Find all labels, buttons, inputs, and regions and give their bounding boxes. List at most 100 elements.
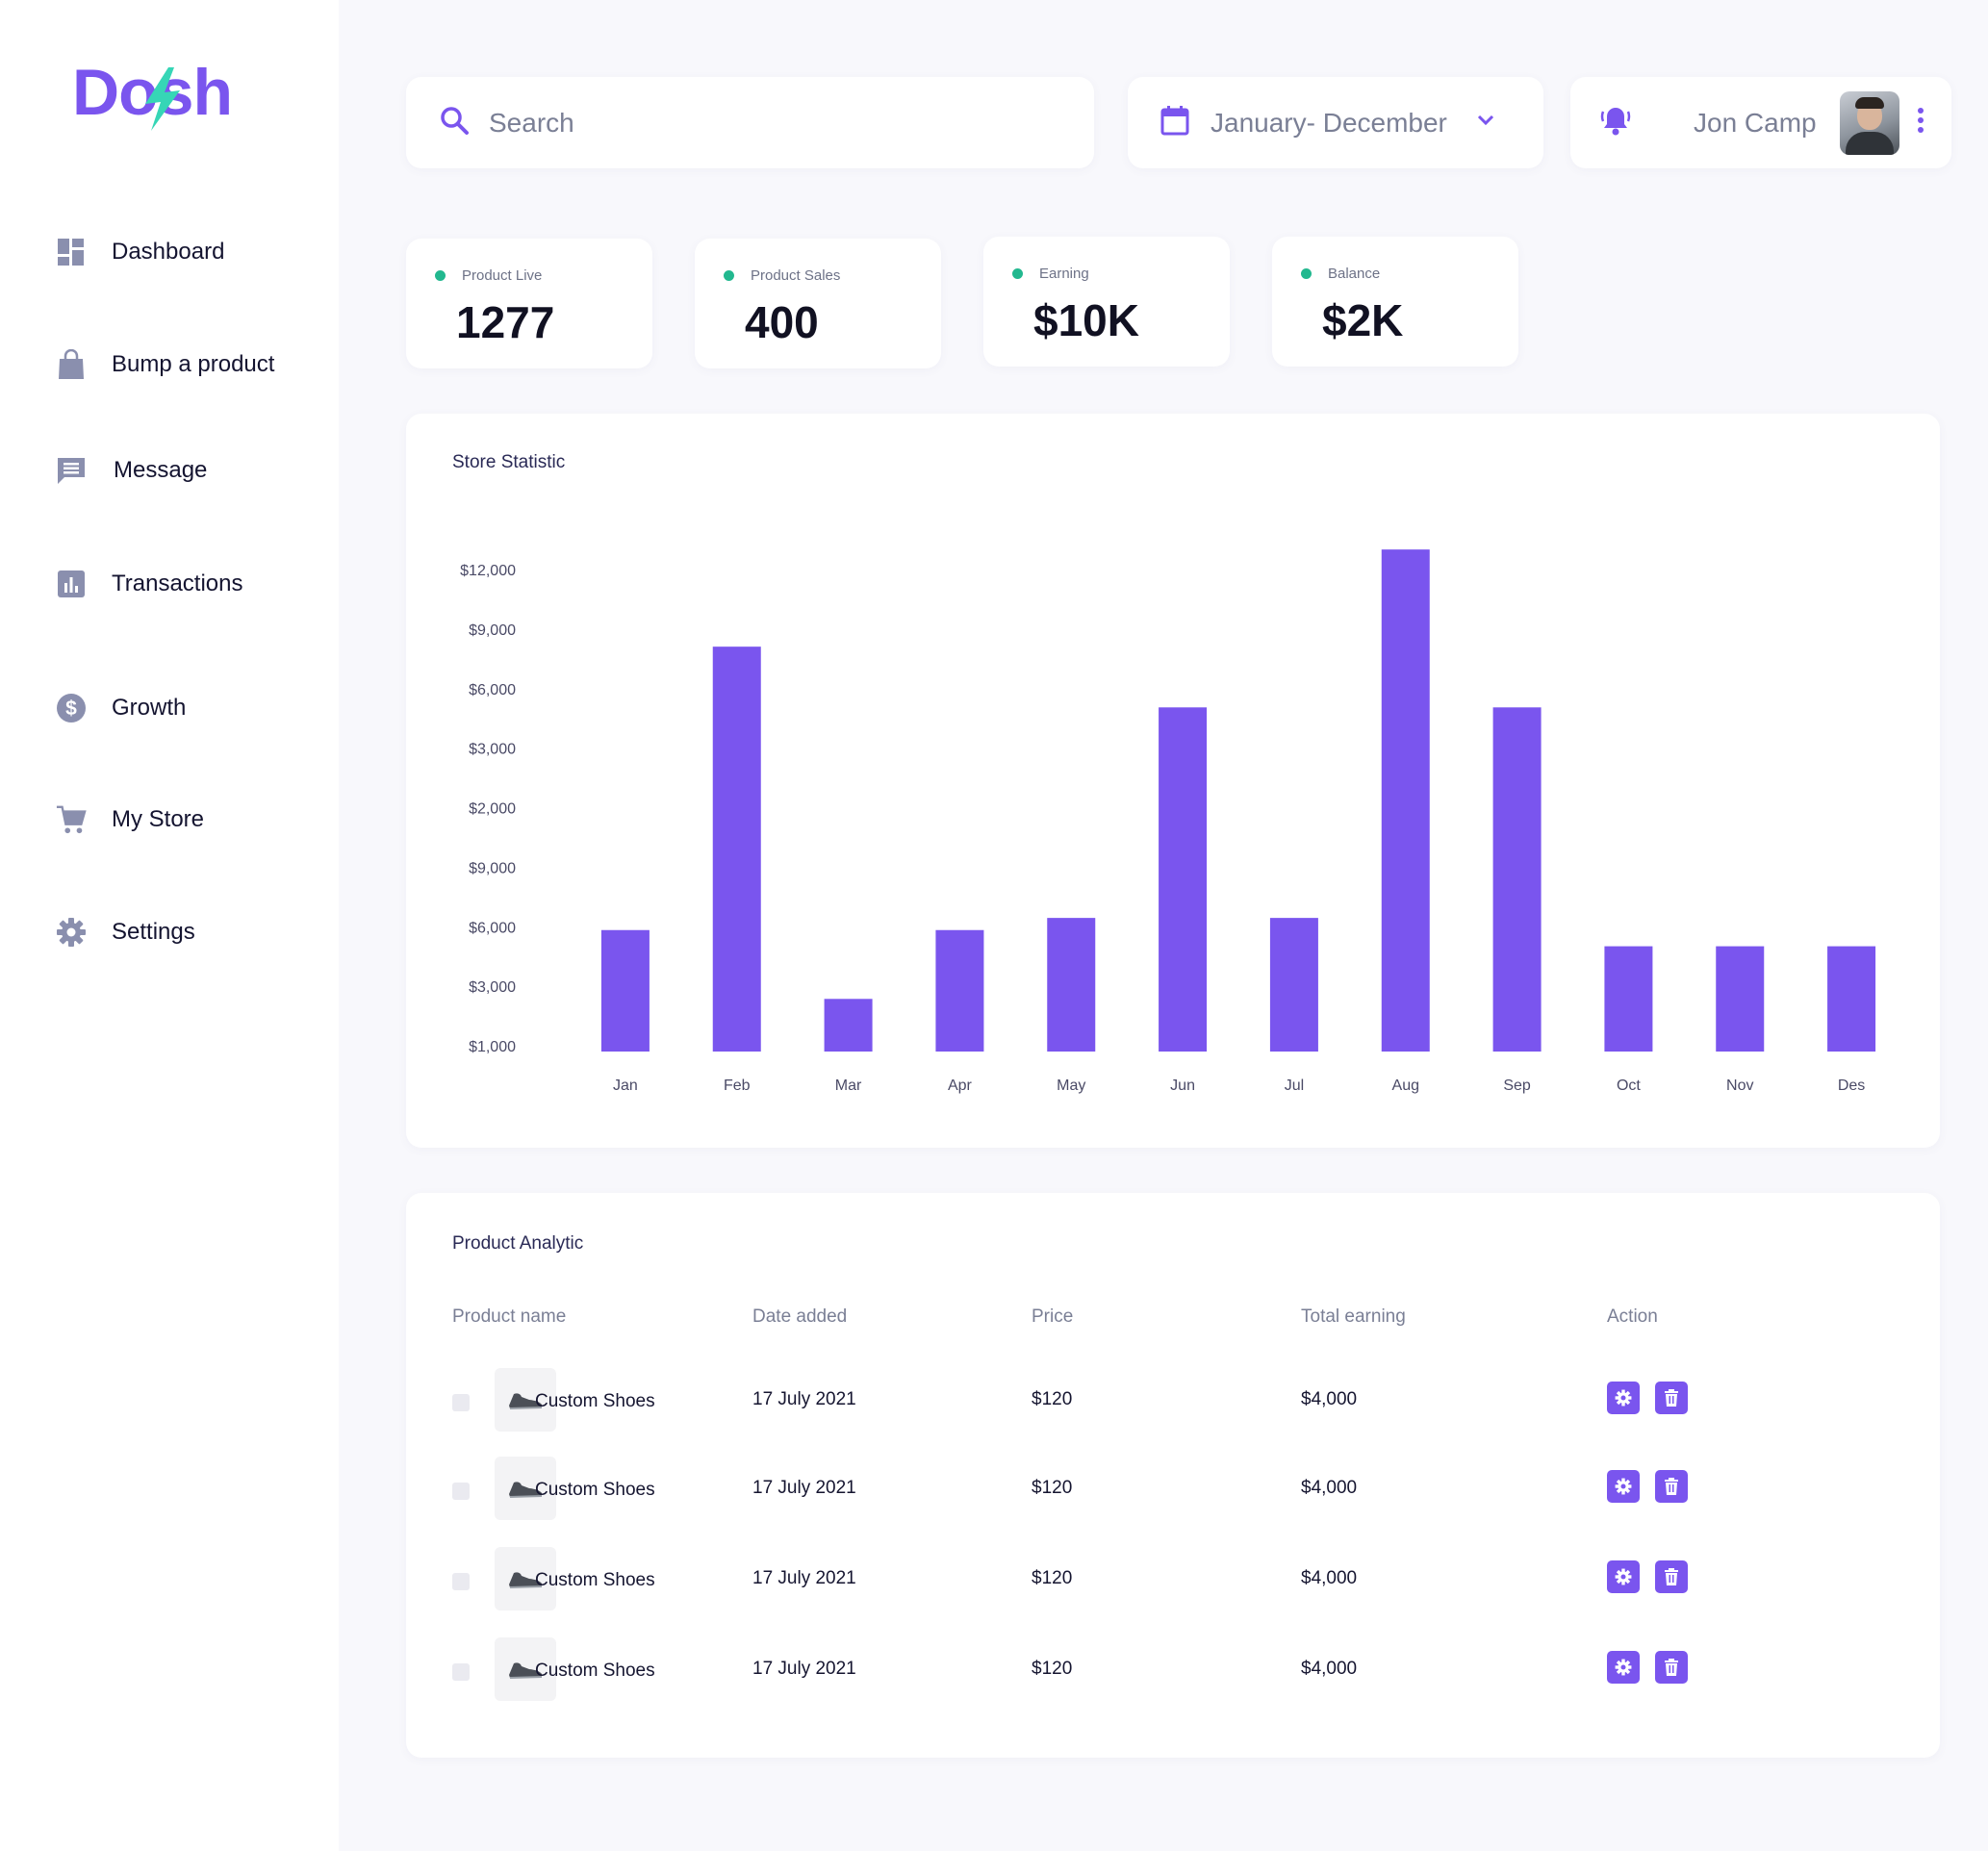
shoe-icon: [509, 1662, 543, 1679]
y-tick-label: $6,000: [469, 682, 516, 698]
stat-value: $10K: [1033, 295, 1139, 345]
table-row: Custom Shoes 17 July 2021 $120 $4,000: [406, 1368, 1940, 1435]
chart-bar-sep[interactable]: [1492, 707, 1542, 1052]
column-header-price: Price: [1032, 1306, 1074, 1327]
notification-bell-icon[interactable]: [1599, 104, 1632, 141]
gear-icon: [1615, 1568, 1632, 1585]
gear-icon: [1615, 1659, 1632, 1676]
product-thumbnail: [495, 1368, 556, 1432]
date-added: 17 July 2021: [752, 1568, 856, 1588]
dollar-icon: $: [56, 693, 87, 723]
settings-button[interactable]: [1607, 1382, 1640, 1414]
sidebar-item-bump-a-product[interactable]: Bump a product: [56, 349, 274, 380]
dashboard-icon: [56, 237, 87, 267]
chart-bar-nov[interactable]: [1716, 946, 1765, 1052]
sidebar-item-label: Settings: [112, 919, 195, 945]
total-earning: $4,000: [1301, 1389, 1358, 1409]
date-range-dropdown[interactable]: January- December: [1128, 77, 1543, 168]
delete-button[interactable]: [1655, 1382, 1688, 1414]
gear-icon: [1615, 1389, 1632, 1407]
row-checkbox[interactable]: [452, 1573, 470, 1590]
y-tick-label: $3,000: [469, 742, 516, 758]
table-row: Custom Shoes 17 July 2021 $120 $4,000: [406, 1457, 1940, 1524]
product-analytic-card: Product Analytic Product name Date added…: [406, 1193, 1940, 1758]
x-tick-label: Des: [1838, 1078, 1865, 1094]
product-thumbnail: [495, 1637, 556, 1701]
stat-card-product-live: Product Live 1277: [406, 239, 652, 368]
x-tick-label: Jun: [1170, 1078, 1195, 1094]
x-tick-label: May: [1057, 1078, 1085, 1094]
chart-bar-jan[interactable]: [600, 929, 650, 1052]
delete-button[interactable]: [1655, 1560, 1688, 1593]
product-name: Custom Shoes: [535, 1661, 655, 1681]
delete-button[interactable]: [1655, 1470, 1688, 1503]
shoe-icon: [509, 1572, 543, 1588]
trash-icon: [1665, 1568, 1678, 1585]
chart-bar-apr[interactable]: [935, 929, 984, 1052]
store-statistic-card: Store Statistic $12,000 $9,000 $6,000 $3,00…: [406, 414, 1940, 1148]
sidebar-item-message[interactable]: Message: [56, 455, 207, 486]
stat-label: Product Sales: [751, 267, 841, 284]
status-dot: [724, 270, 734, 281]
brand-logo[interactable]: Dosh: [72, 60, 233, 131]
gear-icon: [1615, 1478, 1632, 1495]
user-panel: Jon Camp: [1570, 77, 1951, 168]
chart-bar-feb[interactable]: [712, 647, 761, 1052]
search-icon: [439, 105, 470, 140]
chart-title: Store Statistic: [452, 452, 566, 472]
y-tick-label: $12,000: [460, 563, 516, 579]
x-tick-label: Feb: [724, 1078, 751, 1094]
table-row: Custom Shoes 17 July 2021 $120 $4,000: [406, 1637, 1940, 1705]
sidebar-item-growth[interactable]: $ Growth: [56, 693, 186, 723]
trash-icon: [1665, 1478, 1678, 1495]
store-statistic-chart: $12,000 $9,000 $6,000 $3,000 $2,000 $9,000 $6,…: [460, 549, 1876, 1094]
sidebar-item-transactions[interactable]: Transactions: [56, 569, 243, 599]
total-earning: $4,000: [1301, 1659, 1358, 1679]
delete-button[interactable]: [1655, 1651, 1688, 1684]
more-options-icon[interactable]: [1917, 107, 1924, 139]
chart-bar-jun[interactable]: [1159, 707, 1208, 1052]
row-checkbox[interactable]: [452, 1394, 470, 1411]
table-title: Product Analytic: [452, 1233, 584, 1254]
settings-button[interactable]: [1607, 1651, 1640, 1684]
x-tick-label: Mar: [835, 1078, 862, 1094]
x-tick-label: Apr: [948, 1078, 973, 1094]
x-tick-label: Nov: [1726, 1078, 1753, 1094]
table-row: Custom Shoes 17 July 2021 $120 $4,000: [406, 1547, 1940, 1614]
stat-card-earning: Earning $10K: [983, 237, 1230, 367]
stat-value: 400: [745, 297, 819, 347]
chart-bar-may[interactable]: [1047, 918, 1096, 1052]
y-tick-label: $9,000: [469, 622, 516, 639]
y-tick-label: $6,000: [469, 920, 516, 936]
lightning-bolt-icon: [145, 67, 180, 131]
date-added: 17 July 2021: [752, 1659, 856, 1679]
chart-bar-mar[interactable]: [824, 999, 873, 1052]
x-tick-label: Jan: [613, 1078, 638, 1094]
price: $120: [1032, 1478, 1073, 1498]
x-tick-label: Aug: [1392, 1078, 1419, 1094]
brand-name: Dosh: [72, 56, 233, 129]
row-checkbox[interactable]: [452, 1483, 470, 1500]
chart-bar-aug[interactable]: [1381, 549, 1430, 1052]
calendar-icon: [1160, 105, 1189, 140]
sidebar-item-label: Dashboard: [112, 239, 225, 265]
stat-card-balance: Balance $2K: [1272, 237, 1518, 367]
date-added: 17 July 2021: [752, 1478, 856, 1498]
x-tick-label: Sep: [1503, 1078, 1531, 1094]
sidebar-item-dashboard[interactable]: Dashboard: [56, 237, 224, 267]
x-tick-label: Oct: [1617, 1078, 1641, 1094]
sidebar-item-my-store[interactable]: My Store: [56, 804, 204, 835]
sidebar-item-settings[interactable]: Settings: [56, 917, 195, 948]
sidebar-item-label: Growth: [112, 695, 187, 721]
chart-bar-des[interactable]: [1827, 946, 1876, 1052]
avatar[interactable]: [1839, 90, 1899, 155]
chart-bar-oct[interactable]: [1604, 946, 1653, 1052]
settings-button[interactable]: [1607, 1560, 1640, 1593]
search-input[interactable]: [489, 107, 1028, 139]
search-bar[interactable]: [406, 77, 1094, 168]
chart-bar-jul[interactable]: [1269, 918, 1318, 1052]
row-checkbox[interactable]: [452, 1663, 470, 1681]
chevron-down-icon: [1476, 114, 1495, 132]
y-tick-label: $2,000: [469, 801, 516, 818]
settings-button[interactable]: [1607, 1470, 1640, 1503]
